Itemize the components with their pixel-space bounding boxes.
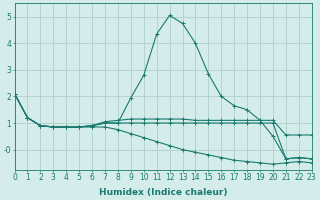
X-axis label: Humidex (Indice chaleur): Humidex (Indice chaleur) (99, 188, 228, 197)
